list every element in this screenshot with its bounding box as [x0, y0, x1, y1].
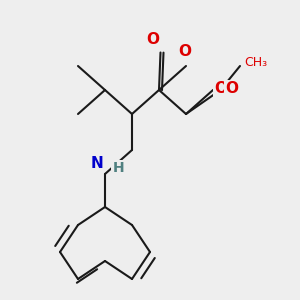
Text: H: H [112, 161, 124, 175]
Text: O: O [225, 81, 238, 96]
Text: N: N [91, 156, 103, 171]
Text: O: O [214, 81, 227, 96]
Text: O: O [178, 44, 191, 59]
Text: O: O [146, 32, 160, 46]
Text: CH₃: CH₃ [244, 56, 268, 70]
